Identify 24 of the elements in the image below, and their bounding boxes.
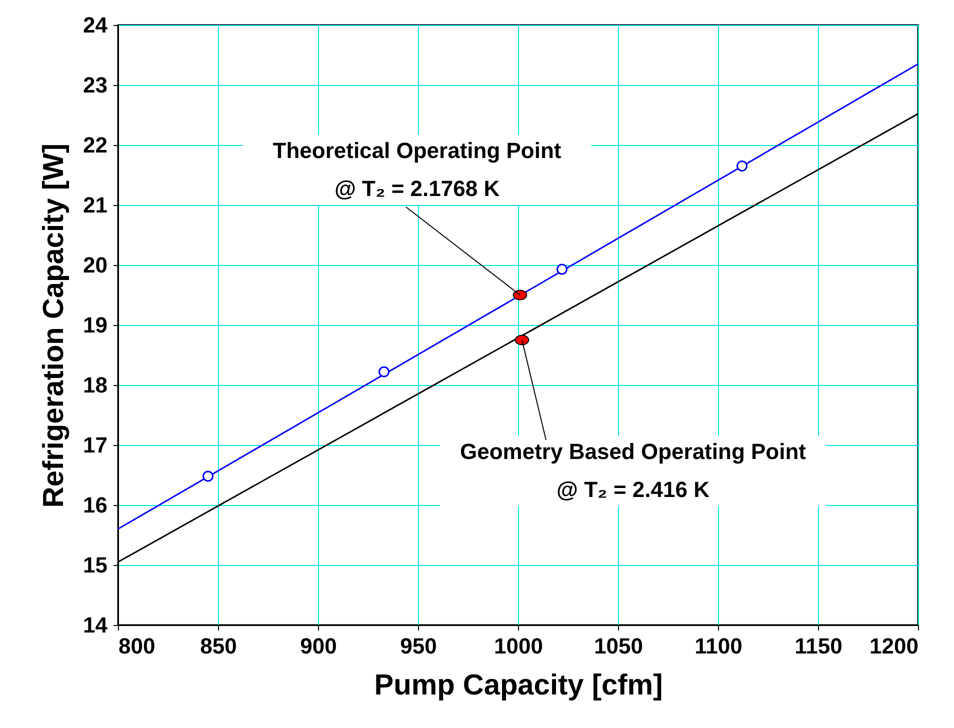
annotation: Theoretical Operating Point @ T₂ = 2.1768 K	[272, 138, 562, 201]
y-tick-label: 23	[83, 72, 108, 98]
x-tick-label: 800	[118, 634, 156, 658]
y-tick-label: 15	[83, 552, 108, 578]
y-tick-label: 20	[83, 252, 108, 278]
x-tick-label: 850	[200, 634, 237, 658]
x-tick-label: 1000	[494, 634, 543, 658]
y-tick-label: 19	[83, 312, 108, 338]
y-tick-label: 22	[83, 132, 108, 158]
y-tick-label: 17	[83, 432, 108, 458]
y-tick-label: 18	[83, 372, 108, 398]
x-axis-title: Pump Capacity [cfm]	[374, 670, 663, 702]
annotation: Geometry Based Operating Point @ T₂ = 2.416 K	[460, 439, 807, 502]
x-tick-label: 1200	[870, 634, 918, 658]
x-tick-label: 1050	[594, 634, 643, 658]
x-tick-label: 1150	[794, 634, 842, 658]
x-tick-label: 900	[300, 634, 337, 658]
y-tick-label: 24	[83, 12, 108, 38]
y-tick-label: 14	[83, 612, 108, 638]
y-tick-label: 16	[83, 492, 108, 518]
y-tick-label: 21	[83, 192, 108, 218]
x-tick-label: 950	[400, 634, 437, 658]
x-tick-label: 1100	[694, 634, 742, 658]
y-axis-title: Refrigeration Capacity [W]	[38, 143, 70, 508]
